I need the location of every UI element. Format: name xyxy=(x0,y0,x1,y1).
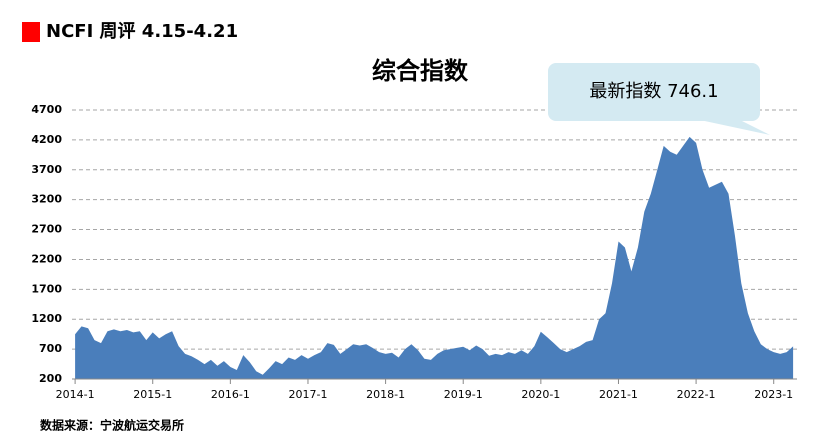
x-tick-label: 2017-1 xyxy=(288,388,327,401)
callout-pointer xyxy=(700,120,770,135)
source-note: 数据来源：宁波航运交易所 xyxy=(40,418,184,433)
x-tick-label: 2016-1 xyxy=(211,388,250,401)
header-title: NCFI 周评 4.15-4.21 xyxy=(46,21,238,42)
callout-box xyxy=(548,63,760,121)
y-tick-label: 1200 xyxy=(31,312,62,325)
x-tick-label: 2015-1 xyxy=(133,388,172,401)
callout-text: 最新指数 746.1 xyxy=(589,81,718,102)
x-tick-label: 2023-1 xyxy=(754,388,793,401)
x-tick-label: 2022-1 xyxy=(677,388,716,401)
x-tick-label: 2018-1 xyxy=(366,388,405,401)
y-tick-label: 2200 xyxy=(31,252,62,265)
y-tick-label: 2700 xyxy=(31,223,62,236)
x-tick-label: 2014-1 xyxy=(56,388,95,401)
area xyxy=(75,136,794,379)
x-tick-label: 2021-1 xyxy=(599,388,638,401)
y-tick-label: 200 xyxy=(39,372,62,385)
y-tick-label: 4700 xyxy=(31,103,62,116)
y-tick-label: 1700 xyxy=(31,282,62,295)
header-marker xyxy=(22,22,40,42)
y-tick-label: 3200 xyxy=(31,193,62,206)
x-tick-label: 2019-1 xyxy=(444,388,483,401)
x-tick-label: 2020-1 xyxy=(521,388,560,401)
y-tick-label: 3700 xyxy=(31,163,62,176)
chart-title: 综合指数 xyxy=(372,57,469,85)
y-tick-label: 700 xyxy=(39,342,62,355)
y-tick-label: 4200 xyxy=(31,133,62,146)
